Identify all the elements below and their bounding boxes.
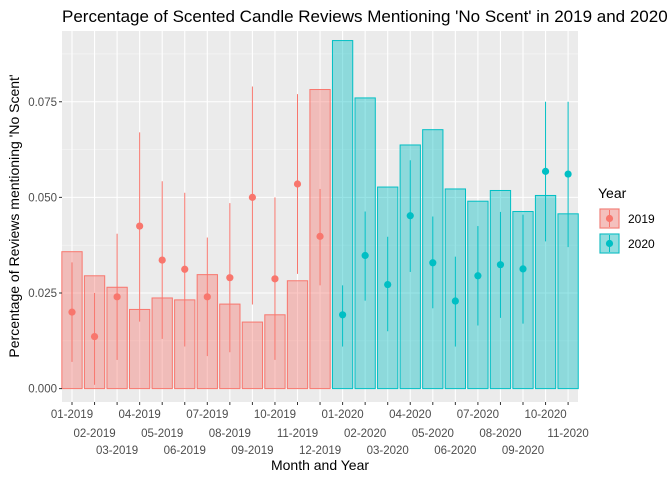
x-tick-label: 06-2019 bbox=[164, 445, 206, 457]
x-tick-label: 10-2019 bbox=[254, 409, 296, 421]
x-axis: 01-2019 02-2019 03-2019 04-2019 05-2019 06-20… bbox=[51, 402, 589, 457]
point-09-2019 bbox=[248, 193, 256, 201]
x-tick-label: 11-2020 bbox=[547, 428, 588, 440]
y-tick-label: 0.050 bbox=[28, 192, 57, 204]
x-tick-label: 02-2020 bbox=[344, 428, 386, 440]
x-tick-label: 05-2020 bbox=[412, 428, 454, 440]
point-06-2019 bbox=[181, 265, 189, 273]
x-tick-label: 04-2019 bbox=[119, 409, 161, 421]
y-tick-label: 0.025 bbox=[28, 288, 57, 300]
point-02-2020 bbox=[361, 251, 369, 260]
bar-01-2020 bbox=[331, 40, 354, 390]
y-tick-label: 0.075 bbox=[28, 97, 57, 109]
x-tick-label: 05-2019 bbox=[141, 428, 183, 440]
point-09-2020 bbox=[519, 265, 527, 273]
point-03-2019 bbox=[113, 293, 121, 301]
points bbox=[68, 167, 572, 341]
x-tick-label: 09-2020 bbox=[502, 445, 544, 457]
point-11-2020 bbox=[564, 170, 572, 178]
x-tick-label: 07-2019 bbox=[186, 409, 228, 421]
y-axis-title: Percentage of Reviews mentioning 'No Sce… bbox=[6, 74, 22, 357]
point-05-2019 bbox=[158, 256, 166, 264]
point-07-2020 bbox=[474, 272, 482, 280]
legend-label: 2019 bbox=[628, 212, 655, 226]
point-08-2020 bbox=[496, 261, 505, 269]
x-tick-label: 11-2019 bbox=[277, 428, 318, 440]
x-tick-label: 03-2019 bbox=[96, 445, 138, 457]
legend-point-glyph bbox=[605, 214, 614, 223]
x-tick-label: 07-2020 bbox=[457, 409, 499, 421]
x-tick-label: 10-2020 bbox=[524, 409, 566, 421]
legend: Year 2019 2020 bbox=[598, 185, 655, 254]
x-tick-label: 01-2020 bbox=[321, 409, 363, 421]
point-10-2019 bbox=[271, 275, 279, 283]
x-tick-label: 06-2020 bbox=[434, 445, 476, 457]
x-tick-label: 04-2020 bbox=[389, 409, 431, 421]
point-06-2020 bbox=[451, 297, 459, 305]
bar-11-2019 bbox=[286, 280, 309, 390]
point-01-2019 bbox=[68, 308, 76, 316]
bar-09-2019 bbox=[241, 321, 264, 390]
point-07-2019 bbox=[203, 293, 211, 301]
chart-title: Percentage of Scented Candle Reviews Men… bbox=[62, 7, 668, 26]
x-tick-label: 08-2020 bbox=[479, 428, 521, 440]
y-tick-label: 0.000 bbox=[28, 384, 57, 396]
point-10-2020 bbox=[541, 167, 550, 175]
x-axis-title: Month and Year bbox=[271, 457, 369, 473]
point-02-2019 bbox=[90, 332, 99, 341]
point-05-2020 bbox=[429, 259, 437, 267]
y-axis: 0.000 0.025 0.050 0.075 bbox=[28, 97, 62, 396]
legend-point-glyph bbox=[605, 239, 614, 248]
x-tick-label: 03-2020 bbox=[367, 445, 409, 457]
point-08-2019 bbox=[226, 274, 234, 282]
point-11-2019 bbox=[293, 180, 302, 188]
point-12-2019 bbox=[316, 232, 324, 240]
x-tick-label: 12-2019 bbox=[299, 445, 341, 457]
legend-label: 2020 bbox=[628, 237, 655, 251]
point-01-2020 bbox=[339, 311, 347, 319]
x-tick-label: 01-2019 bbox=[51, 409, 93, 421]
x-tick-label: 08-2019 bbox=[209, 428, 251, 440]
point-03-2020 bbox=[384, 280, 392, 289]
x-tick-label: 09-2019 bbox=[231, 445, 273, 457]
legend-title: Year bbox=[598, 185, 627, 201]
bars bbox=[61, 40, 579, 390]
point-04-2019 bbox=[136, 222, 144, 230]
point-04-2020 bbox=[406, 212, 414, 220]
x-tick-label: 02-2019 bbox=[73, 428, 115, 440]
